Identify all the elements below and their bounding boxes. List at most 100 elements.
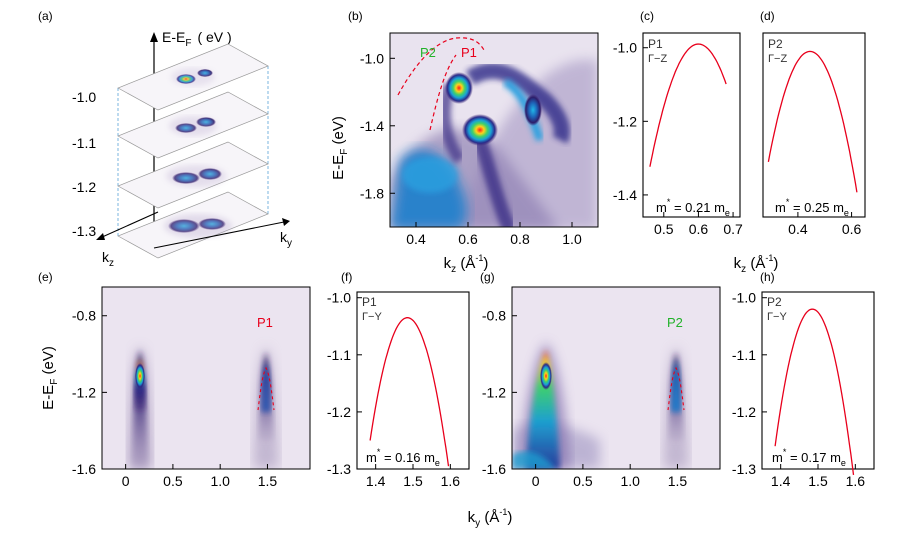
panel-h: (h) P2 Γ−Y 1.4 1.5 1.6 -1.0 -1.1 -1.2 -1.3 m* … [732, 270, 875, 489]
panel-c-axes: 0.5 0.6 0.7 -1.0 -1.2 -1.4 [613, 40, 743, 237]
y-tick-label: -1.2 [732, 404, 756, 420]
y-tick-label: -1.3 [327, 461, 351, 477]
energy-label-4: -1.3 [72, 223, 96, 239]
dispersion-curve [774, 308, 855, 475]
dispersion-curve [369, 317, 450, 467]
y-tick-label: -1.2 [613, 113, 637, 129]
bottom-energy-axis-title: E-EF (eV) [40, 346, 60, 410]
panel-h-mass: m* = 0.17 me [772, 447, 846, 468]
x-tick-label: 1.0 [562, 231, 582, 247]
x-tick-label: 0 [122, 473, 130, 489]
x-tick-label: 1.5 [668, 473, 688, 489]
panel-b-p1-tag: P1 [461, 45, 477, 60]
p1-hotspot [462, 114, 498, 146]
x-tick-label: 0.5 [654, 221, 674, 237]
x-tick-label: 1.4 [771, 473, 791, 489]
kz-axis-arrowhead-icon [96, 233, 105, 240]
panel-f-mass: m* = 0.16 me [366, 447, 440, 468]
energy-label-3: -1.2 [72, 179, 96, 195]
p2-dispersion-dashed [429, 54, 457, 131]
x-tick-label: 0.5 [573, 473, 593, 489]
x-tick-label: 1.5 [403, 473, 423, 489]
y-tick-label: -1.4 [613, 187, 637, 203]
x-tick-label: 0.8 [510, 231, 530, 247]
x-tick-label: 1.0 [210, 473, 230, 489]
x-tick-label: 0.6 [842, 221, 862, 237]
panel-b-axes: 0.4 0.6 0.8 1.0 -1.0 -1.4 -1.8 [360, 50, 582, 247]
y-tick-label: -0.8 [482, 308, 506, 324]
panel-b-label: (b) [348, 9, 363, 23]
panel-a: (a) E-EF( eV ) [38, 9, 292, 269]
panel-f-peak: P1 [362, 295, 377, 309]
y-tick-label: -1.0 [732, 290, 756, 306]
plane-e2 [117, 91, 269, 159]
panel-e-axes: 0 0.5 1.0 1.5 -0.8 -1.2 -1.6 [72, 308, 278, 489]
panel-h-label: (h) [760, 270, 775, 284]
panel-g-intensity [512, 287, 720, 469]
dispersion-curve [767, 50, 858, 193]
panel-d: (d) P2 Γ−Z 0.4 0.6 m* = 0.25 me [760, 9, 866, 237]
energy-label-1: -1.0 [72, 89, 96, 105]
panel-f: (f) P1 Γ−Y 1.4 1.5 1.6 -1.0 -1.1 -1.2 -1.3 m* … [327, 270, 470, 489]
panel-g-axes: 0 0.5 1.0 1.5 -0.8 -1.2 -1.6 [482, 308, 688, 489]
bottom-ky-axis-title: ky (Å-1) [468, 507, 513, 529]
top-energy-axis-title: E-EF (eV) [330, 116, 350, 180]
y-tick-label: -1.0 [327, 290, 351, 306]
x-tick-label: 0.4 [788, 221, 808, 237]
x-tick-label: 1.6 [441, 473, 461, 489]
y-tick-label: -1.1 [327, 347, 351, 363]
panel-e-peak-tag: P1 [257, 315, 273, 330]
panel-a-ky-label: ky [280, 229, 292, 249]
panel-cd-kz-title: kz (Å-1) [734, 253, 779, 275]
panel-d-peak: P2 [768, 37, 783, 51]
panel-f-label: (f) [341, 270, 352, 284]
y-tick-label: -0.8 [72, 308, 96, 324]
panel-b-p2-tag: P2 [420, 45, 436, 60]
x-tick-label: 0.4 [406, 231, 426, 247]
panel-g-frame [511, 286, 721, 470]
y-tick-label: -1.2 [482, 384, 506, 400]
panel-h-peak: P2 [767, 295, 782, 309]
panel-d-frame [762, 32, 866, 218]
panel-d-label: (d) [760, 9, 775, 23]
p1-dispersion-dashed [397, 37, 485, 96]
panel-c-direction: Γ−Z [648, 53, 667, 65]
panel-a-label: (a) [38, 9, 53, 23]
ky-axis-arrowhead-icon [282, 218, 290, 226]
panel-c-label: (c) [640, 9, 654, 23]
panel-e: (e) P1 0 0.5 1.0 1.5 -0.8 -1.2 -1.6 E-EF (eV) [38, 270, 311, 489]
y-tick-label: -1.8 [360, 185, 384, 201]
p2-hotspot [445, 72, 473, 104]
y-tick-label: -1.4 [360, 118, 384, 134]
y-tick-label: -1.2 [72, 384, 96, 400]
panel-a-energy-axis-title: E-EF( eV ) [162, 29, 232, 49]
panel-e-dispersion-dashed [257, 366, 275, 411]
plane-e3 [117, 141, 269, 209]
y-tick-label: -1.1 [732, 347, 756, 363]
plane-e1 [117, 43, 269, 111]
x-tick-label: 1.4 [366, 473, 386, 489]
panel-a-kz-label: kz [102, 249, 114, 269]
y-tick-label: -1.2 [327, 404, 351, 420]
ky-axis-line [153, 221, 285, 249]
panel-g: (g) P2 0 0.5 1.0 1.5 -0.8 -1.2 -1.6 [480, 270, 721, 489]
panel-h-axes: 1.4 1.5 1.6 -1.0 -1.1 -1.2 -1.3 [732, 290, 865, 489]
energy-axis-arrowhead-icon [150, 32, 158, 42]
energy-label-2: -1.1 [72, 135, 96, 151]
x-tick-label: 1.6 [846, 473, 866, 489]
panel-b-intensity [390, 33, 598, 227]
dispersion-curve [649, 43, 727, 167]
panel-d-direction: Γ−Z [768, 53, 787, 65]
panel-f-direction: Γ−Y [362, 311, 382, 323]
panel-b-kz-title: kz (Å-1) [444, 253, 489, 275]
x-tick-label: 0.5 [163, 473, 183, 489]
panel-c-mass: m* = 0.21 me [656, 197, 730, 218]
x-tick-label: 0.6 [458, 231, 478, 247]
panel-c: (c) P1 Γ−Z 0.5 0.6 0.7 -1.0 -1.2 -1.4 m* = 0.… [613, 9, 743, 237]
panel-f-axes: 1.4 1.5 1.6 -1.0 -1.1 -1.2 -1.3 [327, 290, 460, 489]
panel-f-frame [356, 291, 470, 470]
panel-h-direction: Γ−Y [767, 311, 787, 323]
panel-g-label: (g) [480, 270, 495, 284]
x-tick-label: 0 [532, 473, 540, 489]
